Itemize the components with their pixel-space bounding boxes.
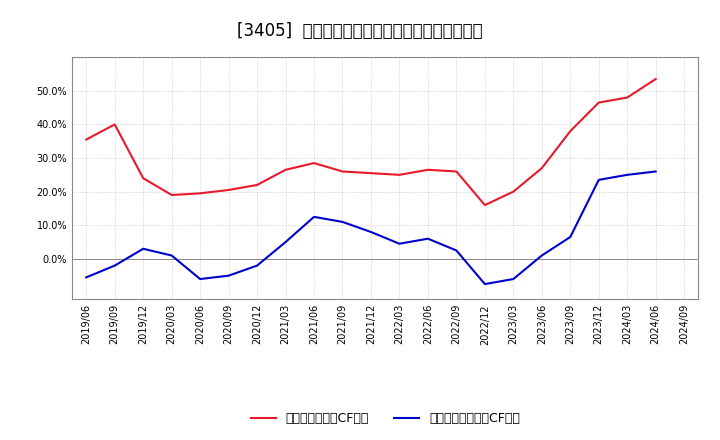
有利子負債フリーCF比率 — [480, 282, 489, 287]
有利子負債営業CF比率 — [423, 167, 432, 172]
有利子負債営業CF比率 — [652, 77, 660, 82]
有利子負債営業CF比率 — [366, 171, 375, 176]
有利子負債営業CF比率 — [253, 182, 261, 187]
有利子負債営業CF比率 — [480, 202, 489, 208]
有利子負債営業CF比率 — [110, 122, 119, 127]
有利子負債営業CF比率 — [167, 192, 176, 198]
有利子負債フリーCF比率 — [623, 172, 631, 177]
Legend: 有利子負債営業CF比率, 有利子負債フリーCF比率: 有利子負債営業CF比率, 有利子負債フリーCF比率 — [246, 407, 525, 430]
有利子負債営業CF比率 — [282, 167, 290, 172]
Line: 有利子負債営業CF比率: 有利子負債営業CF比率 — [86, 79, 656, 205]
有利子負債営業CF比率 — [310, 161, 318, 166]
有利子負債フリーCF比率 — [423, 236, 432, 241]
有利子負債フリーCF比率 — [537, 253, 546, 258]
有利子負債フリーCF比率 — [196, 276, 204, 282]
有利子負債営業CF比率 — [338, 169, 347, 174]
有利子負債フリーCF比率 — [282, 239, 290, 245]
Text: [3405]  有利子負債キャッシュフロー比率の推移: [3405] 有利子負債キャッシュフロー比率の推移 — [237, 22, 483, 40]
Line: 有利子負債フリーCF比率: 有利子負債フリーCF比率 — [86, 172, 656, 284]
有利子負債営業CF比率 — [623, 95, 631, 100]
有利子負債営業CF比率 — [196, 191, 204, 196]
有利子負債フリーCF比率 — [509, 276, 518, 282]
有利子負債フリーCF比率 — [310, 214, 318, 220]
有利子負債フリーCF比率 — [566, 235, 575, 240]
有利子負債フリーCF比率 — [595, 177, 603, 183]
有利子負債フリーCF比率 — [366, 229, 375, 235]
有利子負債営業CF比率 — [595, 100, 603, 105]
有利子負債営業CF比率 — [139, 176, 148, 181]
有利子負債フリーCF比率 — [225, 273, 233, 279]
有利子負債営業CF比率 — [225, 187, 233, 193]
有利子負債営業CF比率 — [82, 137, 91, 142]
有利子負債フリーCF比率 — [139, 246, 148, 251]
有利子負債フリーCF比率 — [652, 169, 660, 174]
有利子負債フリーCF比率 — [338, 219, 347, 224]
有利子負債営業CF比率 — [395, 172, 404, 177]
有利子負債営業CF比率 — [509, 189, 518, 194]
有利子負債営業CF比率 — [452, 169, 461, 174]
有利子負債フリーCF比率 — [110, 263, 119, 268]
有利子負債フリーCF比率 — [253, 263, 261, 268]
有利子負債フリーCF比率 — [167, 253, 176, 258]
有利子負債営業CF比率 — [566, 128, 575, 134]
有利子負債フリーCF比率 — [395, 241, 404, 246]
有利子負債フリーCF比率 — [82, 275, 91, 280]
有利子負債フリーCF比率 — [452, 248, 461, 253]
有利子負債営業CF比率 — [537, 165, 546, 171]
